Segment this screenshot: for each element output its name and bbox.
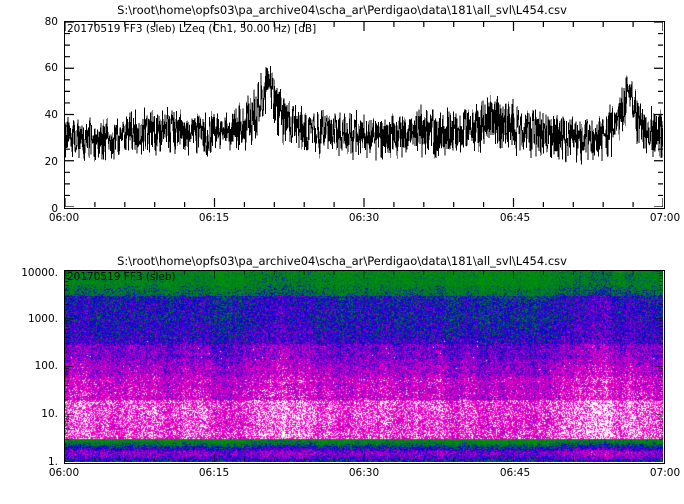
top-ytick-60: 60 [44,62,58,74]
top-ytick-80: 80 [44,16,58,28]
top-ytick-40: 40 [44,109,58,121]
timeseries-svg [65,22,663,207]
bot-ytick-10: 10. [41,408,58,420]
top-xtick-0615: 06:15 [198,212,230,224]
bot-ytick-10000: 10000. [21,267,58,279]
bot-xtick-0645: 06:45 [499,467,531,479]
top-panel-title: S:\root\home\opfs03\pa_archive04\scha_ar… [117,3,567,17]
bot-ytick-1: 1. [47,456,58,468]
bot-ytick-100: 100. [34,360,58,372]
bot-xtick-0700: 07:00 [649,467,681,479]
top-ytick-0: 0 [51,203,58,215]
spectrogram-plot-area [64,270,665,464]
bot-xtick-0600: 06:00 [48,467,80,479]
top-xtick-0630: 06:30 [348,212,380,224]
timeseries-plot-area [64,21,665,209]
top-xtick-0700: 07:00 [649,212,681,224]
bot-ytick-1000: 1000. [27,313,58,325]
bottom-panel-title: S:\root\home\opfs03\pa_archive04\scha_ar… [117,254,567,268]
top-xtick-0645: 06:45 [499,212,531,224]
spectrogram-canvas [65,271,663,462]
spectrogram-overlay-svg [65,271,663,462]
top-xtick-0600: 06:00 [48,212,80,224]
bot-xtick-0630: 06:30 [348,467,380,479]
top-ytick-20: 20 [44,156,58,168]
bot-xtick-0615: 06:15 [198,467,230,479]
timeseries-annotation: 20170519 FF3 (sleb) LZeq (Ch1, 50.00 Hz)… [67,23,317,35]
spectrogram-annotation: 20170519 FF3 (sleb) [67,271,176,283]
